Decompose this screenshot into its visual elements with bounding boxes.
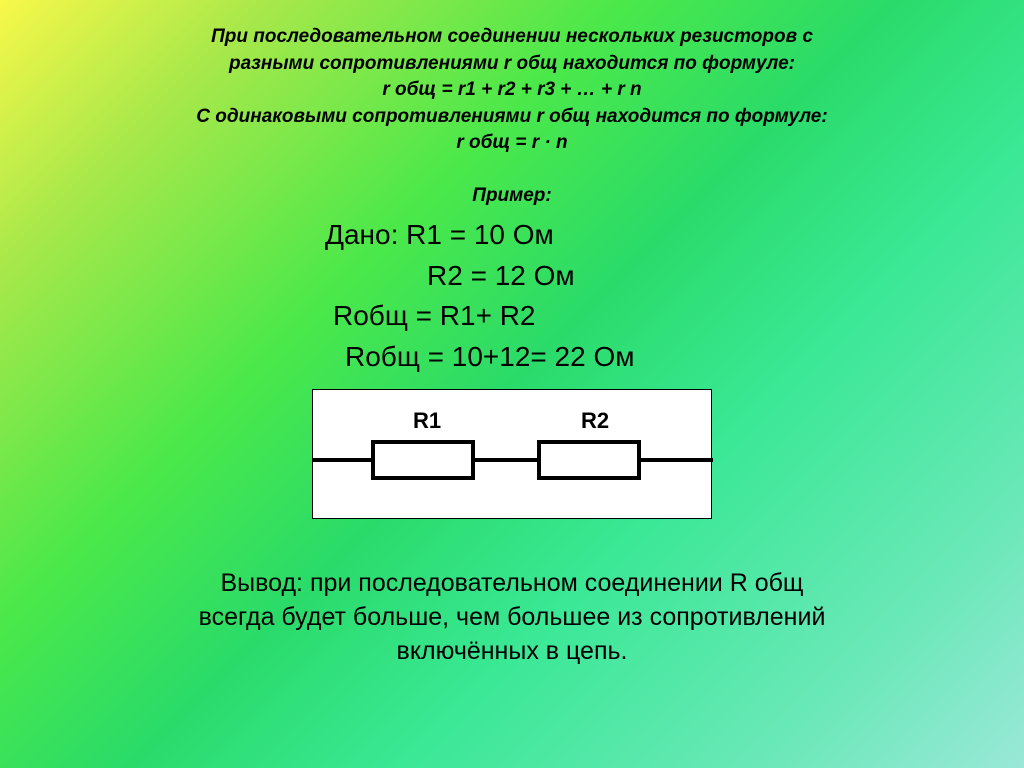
conclusion-line-1: Вывод: при последовательном соединении R… bbox=[70, 567, 954, 601]
resistor-2-label: R2 bbox=[581, 408, 609, 434]
header-line-2: разными сопротивлениями r общ находится … bbox=[80, 51, 944, 78]
header-line-4: С одинаковыми сопротивлениями r общ нахо… bbox=[80, 104, 944, 131]
calc-result: Rобщ = 10+12= 22 Ом bbox=[345, 337, 1024, 378]
circuit-svg bbox=[313, 390, 713, 520]
calc-given-2: R2 = 12 Ом bbox=[427, 256, 1024, 297]
conclusion-block: Вывод: при последовательном соединении R… bbox=[0, 567, 1024, 668]
calc-given-1: Дано: R1 = 10 Ом bbox=[325, 215, 1024, 256]
calc-formula: Rобщ = R1+ R2 bbox=[333, 296, 1024, 337]
header-line-5: r общ = r · n bbox=[80, 130, 944, 157]
circuit-diagram: R1 R2 bbox=[312, 389, 712, 519]
resistor-1-label: R1 bbox=[413, 408, 441, 434]
calculation-block: Дано: R1 = 10 Ом R2 = 12 Ом Rобщ = R1+ R… bbox=[325, 215, 1024, 377]
conclusion-line-2: всегда будет больше, чем большее из сопр… bbox=[70, 601, 954, 635]
header-line-1: При последовательном соединении нескольк… bbox=[80, 24, 944, 51]
conclusion-line-3: включённых в цепь. bbox=[70, 635, 954, 669]
example-label: Пример: bbox=[0, 185, 1024, 207]
header-line-3: r общ = r1 + r2 + r3 + … + r n bbox=[80, 77, 944, 104]
header-text-block: При последовательном соединении нескольк… bbox=[0, 0, 1024, 167]
